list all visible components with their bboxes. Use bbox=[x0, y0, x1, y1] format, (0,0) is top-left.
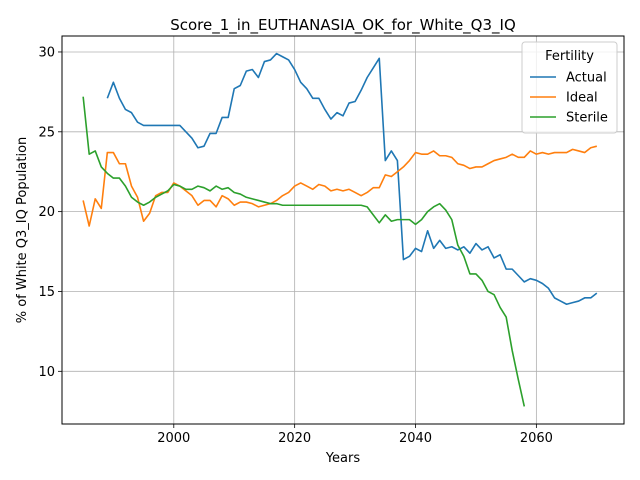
legend-label-actual: Actual bbox=[566, 71, 607, 86]
y-tick-label: 15 bbox=[38, 285, 55, 300]
chart-title: Score_1_in_EUTHANASIA_OK_for_White_Q3_IQ bbox=[170, 16, 516, 35]
plot-frame bbox=[61, 35, 625, 425]
series-lines bbox=[82, 52, 598, 407]
series-line-sterile bbox=[82, 96, 526, 407]
x-tick-label: 2060 bbox=[520, 431, 553, 446]
axis-ticks: 2000 2020 2040 2060 10 15 20 25 30 bbox=[38, 45, 552, 446]
x-axis-label: Years bbox=[325, 451, 361, 466]
series-line-actual bbox=[106, 52, 598, 306]
y-tick-label: 10 bbox=[38, 365, 55, 380]
legend-title: Fertility bbox=[545, 49, 594, 64]
y-tick-label: 25 bbox=[38, 125, 55, 140]
x-tick-label: 2000 bbox=[157, 431, 190, 446]
y-tick-label: 20 bbox=[38, 205, 55, 220]
x-tick-label: 2020 bbox=[278, 431, 311, 446]
y-axis-label: % of White Q3_IQ Population bbox=[15, 137, 30, 324]
x-tick-label: 2040 bbox=[399, 431, 432, 446]
legend-label-sterile: Sterile bbox=[566, 111, 608, 126]
legend: Fertility Actual Ideal Sterile bbox=[521, 41, 618, 134]
y-tick-label: 30 bbox=[38, 45, 55, 60]
legend-label-ideal: Ideal bbox=[566, 91, 598, 106]
legend-box bbox=[521, 41, 618, 134]
